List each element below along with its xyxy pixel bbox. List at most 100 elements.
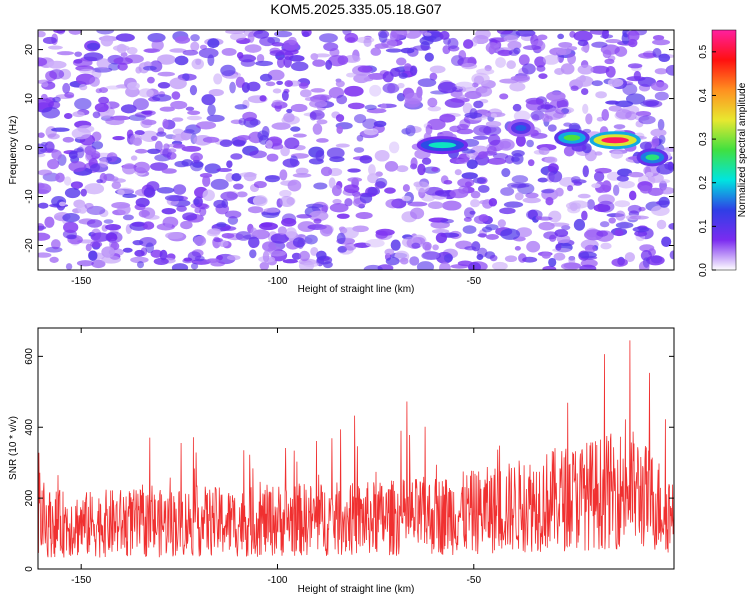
noise-blob	[122, 214, 134, 221]
noise-blob	[63, 176, 72, 186]
noise-blob	[384, 187, 396, 194]
noise-blob	[256, 53, 265, 63]
noise-blob	[169, 77, 187, 90]
noise-blob	[399, 257, 409, 265]
noise-blob	[496, 30, 513, 35]
noise-blob	[165, 231, 184, 240]
noise-blob	[427, 97, 438, 108]
noise-blob	[41, 107, 60, 119]
noise-blob	[79, 84, 88, 91]
feature-core	[428, 142, 457, 149]
noise-blob	[577, 64, 594, 75]
noise-blob	[266, 153, 279, 162]
noise-blob	[38, 225, 47, 230]
noise-blob	[591, 183, 601, 189]
feature-core	[645, 154, 660, 161]
noise-blob	[427, 105, 442, 112]
noise-blob	[365, 239, 385, 248]
noise-blob	[312, 94, 332, 100]
noise-blob	[421, 35, 437, 41]
noise-blob	[187, 251, 202, 262]
noise-blob	[497, 138, 515, 151]
noise-blob	[567, 185, 574, 192]
noise-blob	[335, 80, 345, 88]
noise-blob	[51, 127, 70, 132]
noise-blob	[55, 172, 65, 183]
noise-blob	[357, 65, 373, 73]
noise-blob	[134, 148, 148, 154]
noise-blob	[276, 80, 284, 86]
noise-blob	[585, 113, 593, 125]
x-tick-label: -50	[467, 575, 482, 586]
noise-blob	[464, 112, 483, 119]
noise-blob	[313, 182, 328, 190]
noise-blob	[548, 170, 563, 183]
noise-blob	[143, 65, 157, 71]
noise-blob	[76, 260, 94, 267]
noise-blob	[336, 125, 343, 134]
y-tick-label: 0	[24, 144, 35, 150]
y-tick-label: -10	[24, 189, 35, 204]
noise-blob	[461, 62, 478, 70]
noise-blob	[451, 55, 464, 66]
noise-blob	[538, 221, 555, 231]
noise-blob	[135, 66, 142, 74]
noise-blob	[112, 135, 125, 141]
noise-blob	[44, 141, 55, 153]
noise-blob	[116, 43, 127, 54]
noise-blob	[151, 39, 164, 51]
noise-blob	[91, 141, 104, 150]
noise-blob	[281, 115, 300, 125]
noise-blob	[129, 133, 142, 146]
noise-blob	[130, 155, 138, 161]
noise-blob	[47, 158, 60, 170]
noise-blob	[38, 31, 46, 38]
noise-blob	[291, 252, 302, 260]
noise-blob	[503, 34, 519, 43]
noise-blob	[144, 48, 158, 53]
noise-blob	[462, 39, 474, 49]
noise-blob	[101, 255, 122, 264]
noise-blob	[335, 114, 345, 122]
noise-blob	[221, 232, 235, 239]
noise-blob	[509, 82, 526, 92]
y-tick-label: 200	[24, 489, 35, 506]
noise-blob	[202, 189, 215, 202]
noise-blob	[573, 30, 593, 42]
noise-blob	[515, 134, 526, 147]
noise-blob	[554, 229, 569, 238]
noise-blob	[614, 46, 628, 57]
snr-frame	[37, 327, 675, 570]
noise-blob	[344, 242, 357, 251]
noise-blob	[389, 67, 401, 77]
noise-blob	[454, 169, 462, 176]
noise-blob	[385, 256, 400, 266]
noise-blob	[172, 128, 184, 135]
noise-blob	[599, 221, 610, 228]
noise-blob	[567, 53, 577, 65]
noise-blob	[595, 91, 607, 99]
noise-blob	[478, 151, 488, 159]
noise-blob	[208, 88, 224, 97]
noise-blob	[312, 123, 323, 135]
noise-blob	[582, 165, 589, 178]
noise-blob	[288, 54, 305, 62]
noise-blob	[627, 30, 640, 42]
noise-blob	[213, 199, 226, 209]
noise-blob	[506, 60, 516, 70]
noise-blob	[597, 200, 615, 213]
noise-blob	[147, 148, 161, 155]
noise-blob	[580, 88, 589, 95]
noise-blob	[485, 120, 502, 128]
noise-blob	[650, 128, 667, 137]
noise-blob	[186, 115, 202, 121]
noise-blob	[225, 172, 235, 182]
noise-blob	[645, 171, 654, 177]
noise-blob	[659, 186, 674, 195]
noise-blob	[577, 39, 589, 47]
noise-blob	[92, 111, 101, 119]
noise-blob	[473, 100, 484, 109]
noise-blob	[190, 262, 199, 270]
noise-blob	[514, 192, 524, 201]
noise-blob	[164, 222, 172, 230]
